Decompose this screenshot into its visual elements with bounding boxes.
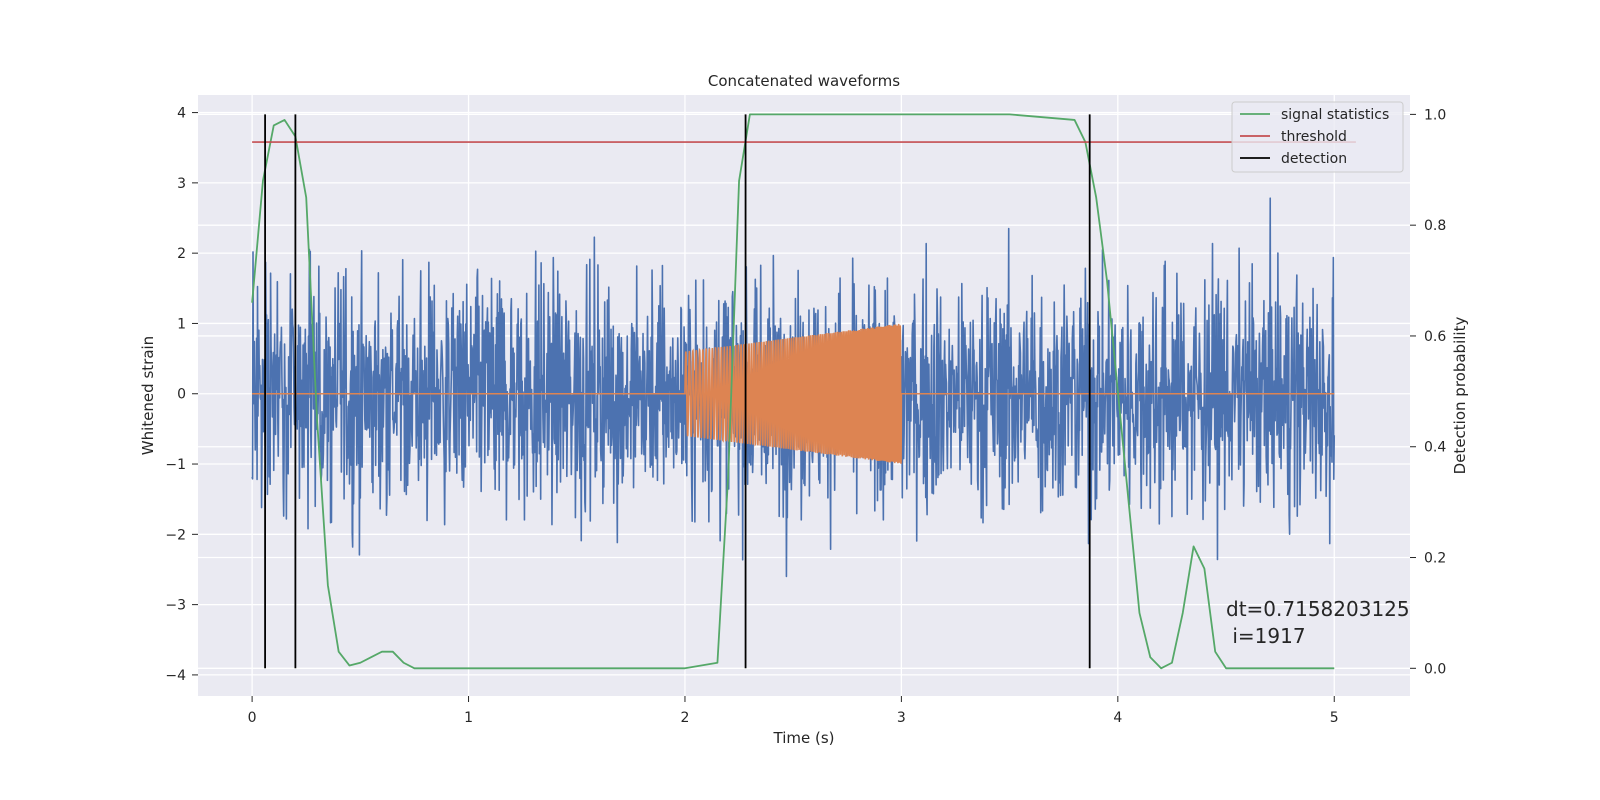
x-tick-label: 4 bbox=[1113, 710, 1122, 726]
legend-label-threshold: threshold bbox=[1281, 129, 1347, 145]
legend: signal statistics threshold detection bbox=[1231, 101, 1404, 173]
right-y-tick-label: 0.4 bbox=[1424, 440, 1446, 456]
y-tick-label: 1 bbox=[177, 316, 186, 332]
dt-annotation: dt=0.7158203125 i=1917 bbox=[1226, 597, 1410, 648]
right-y-tick-label: 0.0 bbox=[1424, 661, 1446, 677]
legend-label-detection: detection bbox=[1281, 151, 1347, 167]
y-tick-label: 2 bbox=[177, 246, 186, 262]
y-axis-label: Whitened strain bbox=[139, 336, 157, 455]
signal-statistics-line bbox=[251, 113, 1335, 670]
right-y-tick-label: 0.2 bbox=[1424, 551, 1446, 567]
x-axis-label: Time (s) bbox=[773, 729, 835, 747]
x-tick-label: 0 bbox=[248, 710, 257, 726]
annotation-line: dt=0.7158203125 bbox=[1226, 597, 1410, 621]
y-tick-label: 3 bbox=[177, 176, 186, 192]
y-tick-label: −2 bbox=[165, 527, 186, 543]
x-tick-label: 2 bbox=[681, 710, 690, 726]
y-tick-label: 4 bbox=[177, 106, 186, 122]
right-y-tick-label: 0.6 bbox=[1424, 329, 1446, 345]
y-tick-label: −3 bbox=[165, 598, 186, 614]
y-tick-label: −1 bbox=[165, 457, 186, 473]
ticks-layer: 0 1 2 3 4 5 4 3 2 1 0 −1 −2 −3 −4 1.0 0.8 0.6 0.4 0.2 0.0 bbox=[165, 106, 1446, 726]
x-tick-label: 5 bbox=[1330, 710, 1339, 726]
statistics-layer bbox=[251, 113, 1356, 670]
y-tick-label: 0 bbox=[177, 387, 186, 403]
chart-title: Concatenated waveforms bbox=[708, 72, 900, 90]
waveform-series bbox=[252, 323, 1335, 464]
right-y-tick-label: 1.0 bbox=[1424, 107, 1446, 123]
y-tick-label: −4 bbox=[165, 668, 186, 684]
waveform-layer bbox=[252, 323, 1335, 464]
x-tick-label: 3 bbox=[897, 710, 906, 726]
right-y-tick-label: 0.8 bbox=[1424, 218, 1446, 234]
right-y-axis-label: Detection probability bbox=[1451, 317, 1469, 475]
annotation-line: i=1917 bbox=[1226, 624, 1306, 648]
legend-label-signal-statistics: signal statistics bbox=[1281, 107, 1389, 123]
legend-box bbox=[1231, 101, 1404, 173]
x-tick-label: 1 bbox=[464, 710, 473, 726]
